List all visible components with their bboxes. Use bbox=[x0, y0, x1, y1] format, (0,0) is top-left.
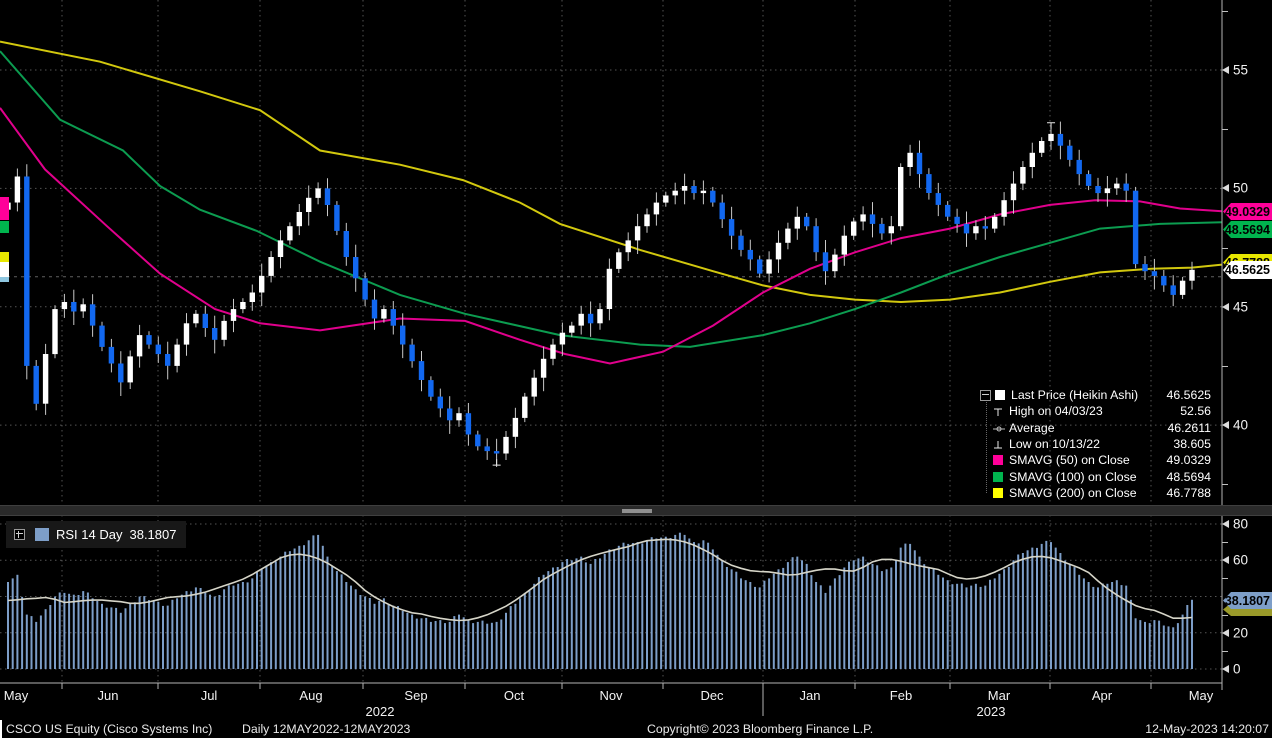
month-label: Mar bbox=[987, 688, 1011, 703]
axis-price-badge: 46.5625 bbox=[1223, 261, 1272, 279]
axis-minor-tick bbox=[1222, 542, 1228, 544]
legend-row-smavg50[interactable]: SMAVG (50) on Close 49.0329 bbox=[980, 452, 1211, 468]
axis-tick-arrow bbox=[1222, 628, 1229, 637]
axis-minor-tick bbox=[1222, 484, 1228, 486]
month-label: May bbox=[1188, 688, 1214, 703]
month-label: Sep bbox=[404, 688, 428, 703]
rsi-axis-label: 60 bbox=[1233, 552, 1249, 568]
month-label: Nov bbox=[599, 688, 623, 703]
price-axis-label: 40 bbox=[1233, 417, 1249, 433]
axis-minor-tick bbox=[1222, 247, 1228, 249]
axis-minor-tick bbox=[1222, 614, 1228, 616]
chart-period: Daily 12MAY2022-12MAY2023 bbox=[242, 722, 411, 736]
axis-price-badge: 49.0329 bbox=[1223, 203, 1272, 220]
axis-minor-tick bbox=[1222, 129, 1228, 131]
legend-tree-line bbox=[986, 396, 987, 494]
legend-label: SMAVG (50) on Close bbox=[1009, 453, 1130, 468]
price-chart-canvas[interactable] bbox=[0, 0, 1272, 720]
status-bracket bbox=[0, 720, 2, 738]
timestamp: 12-May-2023 14:20:07 bbox=[1145, 722, 1269, 736]
status-bar: CSCO US Equity (Cisco Systems Inc) Daily… bbox=[0, 720, 1272, 738]
year-label: 2022 bbox=[365, 704, 395, 719]
month-label: May bbox=[3, 688, 29, 703]
rsi-swatch bbox=[35, 528, 49, 541]
legend-row-average[interactable]: Average 46.2611 bbox=[980, 420, 1211, 436]
rsi-axis-label: 20 bbox=[1233, 625, 1249, 641]
axis-tick-arrow bbox=[1222, 556, 1229, 565]
legend-value: 46.7788 bbox=[1166, 485, 1211, 500]
price-axis-label: 45 bbox=[1233, 299, 1249, 315]
axis-price-badge: 38.1807 bbox=[1223, 592, 1272, 609]
legend-label: Last Price (Heikin Ashi) bbox=[1011, 388, 1139, 403]
axis-minor-tick bbox=[1222, 578, 1228, 580]
axis-tick-arrow bbox=[1222, 184, 1229, 193]
month-label: Oct bbox=[503, 688, 525, 703]
smavg100-swatch bbox=[993, 471, 1003, 482]
axis-minor-tick bbox=[1222, 365, 1228, 367]
axis-tick-arrow bbox=[1222, 66, 1229, 74]
clipped-edge-badge bbox=[0, 252, 9, 262]
axis-price-badge: 48.5694 bbox=[1223, 221, 1272, 238]
clipped-edge-badge bbox=[0, 197, 9, 220]
price-axis-label: 55 bbox=[1233, 62, 1249, 78]
month-label: Dec bbox=[700, 688, 724, 703]
year-label: 2023 bbox=[976, 704, 1006, 719]
legend-label: SMAVG (200) on Close bbox=[1009, 485, 1137, 500]
legend-row-low[interactable]: Low on 10/13/22 38.605 bbox=[980, 436, 1211, 452]
legend-value: 46.2611 bbox=[1167, 420, 1211, 435]
clipped-edge-badge bbox=[0, 277, 9, 282]
panel-splitter[interactable] bbox=[0, 505, 1272, 516]
splitter-drag-handle[interactable] bbox=[622, 509, 652, 513]
collapse-icon[interactable] bbox=[980, 389, 991, 401]
legend-value: 49.0329 bbox=[1166, 453, 1211, 468]
legend-row-smavg100[interactable]: SMAVG (100) on Close 48.5694 bbox=[980, 468, 1211, 484]
month-label: Aug bbox=[299, 688, 323, 703]
legend-label: Average bbox=[1009, 420, 1055, 435]
copyright-notice: Copyright© 2023 Bloomberg Finance L.P. bbox=[647, 722, 874, 736]
clipped-edge-badge bbox=[0, 221, 9, 233]
clipped-edge-badge bbox=[0, 262, 9, 277]
axis-tick-arrow bbox=[1222, 520, 1229, 528]
legend-value: 48.5694 bbox=[1166, 469, 1211, 484]
axis-tick-arrow bbox=[1222, 665, 1229, 673]
last-price-swatch bbox=[995, 390, 1005, 401]
month-label: Feb bbox=[889, 688, 913, 703]
rsi-legend-label: RSI 14 Day bbox=[56, 527, 123, 542]
month-label: Jun bbox=[97, 688, 119, 703]
average-marker-icon bbox=[993, 423, 1005, 433]
security-description: CSCO US Equity (Cisco Systems Inc) bbox=[6, 722, 213, 736]
expand-icon[interactable] bbox=[14, 529, 25, 540]
legend-row-smavg200[interactable]: SMAVG (200) on Close 46.7788 bbox=[980, 485, 1211, 501]
month-label: Apr bbox=[1091, 688, 1113, 703]
legend-value: 38.605 bbox=[1173, 437, 1211, 452]
rsi-legend-value: 38.1807 bbox=[129, 527, 177, 542]
smavg200-swatch bbox=[993, 487, 1003, 498]
legend-label: High on 04/03/23 bbox=[1009, 404, 1103, 419]
high-marker-icon bbox=[993, 406, 1003, 417]
axis-minor-tick bbox=[1222, 650, 1228, 652]
axis-tick-arrow bbox=[1222, 302, 1229, 311]
legend-row-high[interactable]: High on 04/03/23 52.56 bbox=[980, 403, 1211, 419]
price-axis-label: 50 bbox=[1233, 180, 1249, 196]
rsi-legend[interactable]: RSI 14 Day 38.1807 bbox=[6, 521, 187, 548]
low-marker-icon bbox=[993, 439, 1003, 449]
legend-value: 52.56 bbox=[1180, 404, 1211, 419]
legend-label: SMAVG (100) on Close bbox=[1009, 469, 1137, 484]
rsi-axis-label: 80 bbox=[1233, 516, 1249, 532]
legend-label: Low on 10/13/22 bbox=[1009, 437, 1100, 452]
rsi-axis-label: 0 bbox=[1233, 661, 1241, 677]
axis-minor-tick bbox=[1222, 10, 1228, 12]
main-chart-legend: Last Price (Heikin Ashi) 46.5625 High on… bbox=[980, 387, 1211, 501]
axis-tick-arrow bbox=[1222, 421, 1229, 430]
legend-value: 46.5625 bbox=[1166, 388, 1211, 403]
legend-row-last-price[interactable]: Last Price (Heikin Ashi) 46.5625 bbox=[980, 387, 1211, 403]
smavg50-swatch bbox=[993, 455, 1003, 466]
month-label: Jul bbox=[200, 688, 218, 703]
month-label: Jan bbox=[799, 688, 821, 703]
